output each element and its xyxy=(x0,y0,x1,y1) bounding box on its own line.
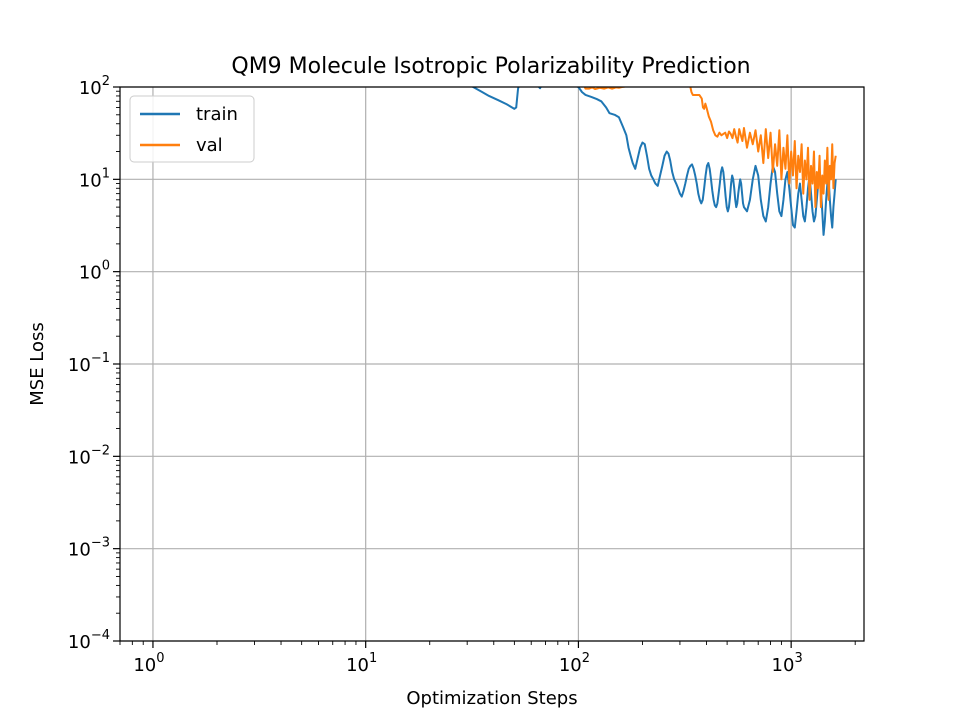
axis-ticks xyxy=(113,86,856,648)
plot-frame xyxy=(119,86,865,642)
y-tick-label: 10−2 xyxy=(68,443,110,468)
y-tick-label: 10−3 xyxy=(68,536,110,561)
series-lines xyxy=(471,87,837,236)
legend: train val xyxy=(129,95,255,163)
chart-title: QM9 Molecule Isotropic Polarizability Pr… xyxy=(231,54,750,79)
y-tick-label: 100 xyxy=(79,259,110,284)
legend-label-val: val xyxy=(196,135,223,156)
x-tick-label: 102 xyxy=(559,651,590,676)
x-axis-label: Optimization Steps xyxy=(406,688,577,709)
x-tick-label: 103 xyxy=(772,651,803,676)
series-line-val xyxy=(583,87,837,209)
series-line-train xyxy=(471,87,837,236)
y-tick-label: 10−1 xyxy=(68,351,110,376)
y-tick-label: 101 xyxy=(79,166,110,191)
grid-lines xyxy=(120,86,864,642)
y-tick-label: 10−4 xyxy=(68,628,110,653)
y-tick-label: 102 xyxy=(79,74,110,99)
axis-tick-labels: 100 101 102 103 10−4 10−3 10−2 10−1 100 101 102 xyxy=(68,74,803,676)
x-tick-label: 100 xyxy=(133,651,164,676)
y-axis-label: MSE Loss xyxy=(27,322,48,406)
legend-label-train: train xyxy=(196,104,238,125)
x-tick-label: 101 xyxy=(346,651,377,676)
